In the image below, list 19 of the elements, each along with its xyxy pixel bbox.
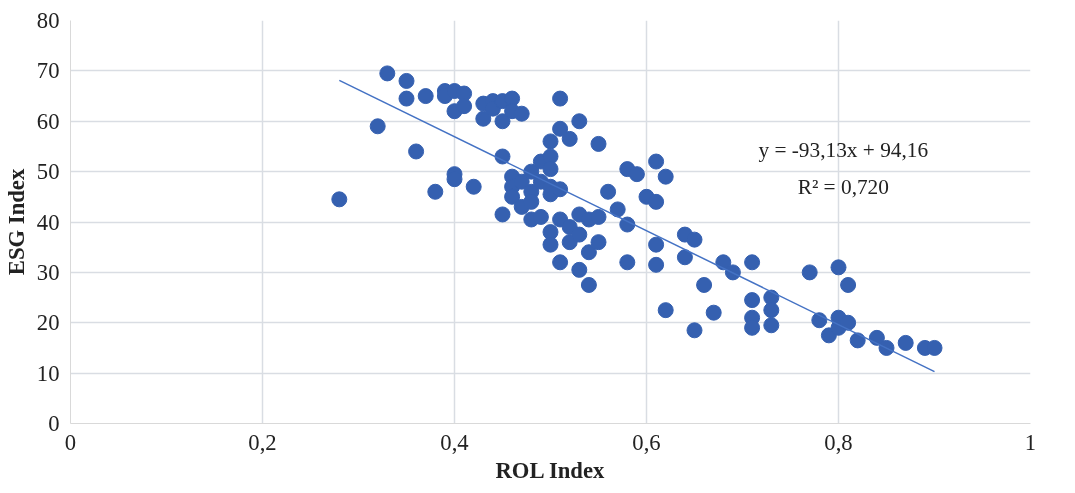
y-tick-label: 60	[36, 108, 60, 134]
y-axis-title: ESG Index	[3, 168, 29, 276]
x-tick-label: 1	[1024, 429, 1037, 455]
y-tick-label: 50	[36, 159, 60, 185]
annotation: y = -93,13x + 94,16	[758, 137, 929, 162]
y-tick-label: 70	[36, 58, 60, 84]
x-tick-label: 0	[64, 429, 77, 455]
x-tick-label: 0,2	[248, 429, 277, 455]
x-tick-label: 0,4	[440, 429, 469, 455]
x-axis-title: ROL Index	[495, 457, 605, 483]
y-tick-label: 20	[36, 310, 60, 336]
y-tick-label: 30	[36, 259, 60, 285]
annotation: R² = 0,720	[797, 175, 889, 200]
x-tick-label: 0,6	[632, 429, 661, 455]
y-tick-label: 40	[36, 209, 60, 235]
y-tick-label: 10	[36, 360, 60, 386]
y-tick-label: 80	[36, 8, 60, 33]
x-tick-label: 0,8	[824, 429, 853, 455]
y-tick-label: 0	[48, 411, 60, 436]
